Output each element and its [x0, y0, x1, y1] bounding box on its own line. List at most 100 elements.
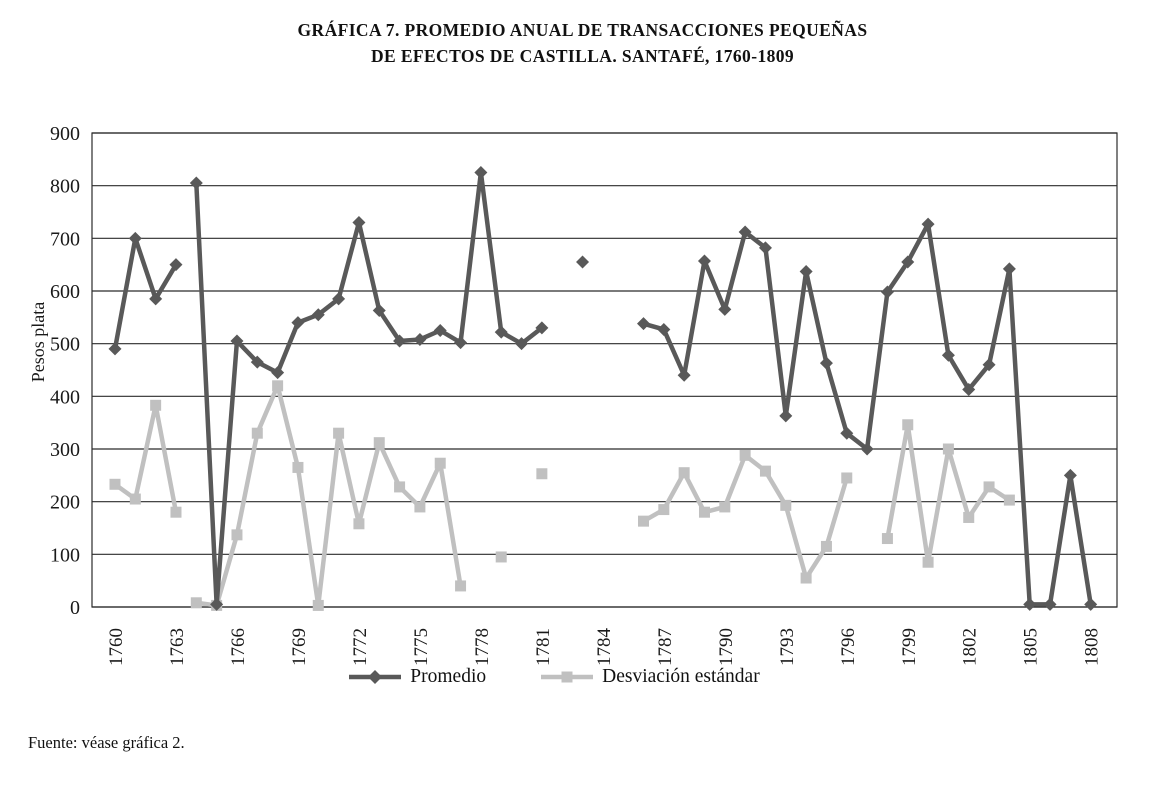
chart-title: GRÁFICA 7. PROMEDIO ANUAL DE TRANSACCION… — [0, 17, 1165, 69]
Promedio-marker — [372, 303, 386, 317]
y-tick-label: 700 — [50, 228, 80, 250]
Promedio-marker — [128, 231, 142, 245]
Desviación estándar-marker — [800, 572, 812, 584]
x-tick-label: 1778 — [472, 628, 493, 666]
chart-area: 0 100 200 300 400 500 600 700 800 900 1760 1763 1766… — [0, 110, 1165, 670]
Promedio-marker — [210, 597, 224, 611]
Desviación estándar-marker — [922, 556, 934, 568]
y-tick-label: 600 — [50, 281, 80, 303]
Promedio-marker — [637, 317, 651, 331]
x-tick-label: 1796 — [838, 628, 859, 666]
promedio-line-marker-icon — [349, 670, 402, 684]
x-tick-label: 1760 — [106, 628, 127, 666]
Promedio-marker — [149, 292, 163, 306]
Promedio-marker — [880, 285, 894, 299]
Promedio-marker — [352, 216, 366, 230]
Promedio-marker — [230, 334, 244, 348]
legend-item-promedio: Promedio — [349, 666, 486, 688]
Promedio-marker — [697, 254, 711, 268]
Promedio-marker — [271, 366, 285, 380]
Promedio-marker — [393, 334, 407, 348]
Desviación estándar-marker — [739, 449, 751, 461]
x-tick-label: 1787 — [655, 628, 676, 666]
Desviación estándar-marker — [109, 478, 121, 490]
Desviación estándar-marker — [902, 419, 914, 431]
x-tick-label: 1802 — [960, 628, 981, 666]
x-tick-label: 1799 — [899, 628, 920, 666]
y-tick-label: 0 — [70, 597, 80, 619]
Desviación estándar-marker — [678, 467, 690, 479]
y-tick-label: 100 — [50, 544, 80, 566]
Promedio-marker — [1084, 597, 1098, 611]
x-tick-label: 1766 — [228, 628, 249, 666]
Desviación estándar-marker — [719, 501, 731, 513]
Promedio-marker — [758, 241, 772, 255]
Desviación estándar-marker — [780, 499, 792, 511]
x-tick-label: 1781 — [533, 628, 554, 666]
Desviación estándar-marker — [129, 493, 141, 505]
legend-label-desviacion: Desviación estándar — [602, 666, 760, 687]
y-axis-title: Pesos plata — [28, 302, 48, 383]
y-tick-label: 800 — [50, 176, 80, 198]
Promedio-marker — [474, 166, 488, 179]
Promedio-marker — [677, 368, 691, 382]
Desviación estándar-marker — [170, 506, 182, 518]
Desviación estándar-marker — [536, 468, 548, 480]
Promedio-marker — [291, 316, 305, 330]
Desviación estándar-marker — [394, 481, 406, 493]
Desviación estándar-marker — [455, 580, 467, 592]
legend-label-promedio: Promedio — [410, 666, 487, 687]
x-tick-label: 1775 — [411, 628, 432, 666]
x-tick-label: 1772 — [350, 628, 371, 666]
Desviación estándar-marker — [820, 540, 832, 552]
Desviación estándar-marker — [942, 443, 954, 455]
Promedio-marker — [108, 342, 122, 356]
Desviación estándar-marker — [434, 457, 446, 469]
Promedio-marker — [169, 258, 183, 272]
Promedio-marker — [840, 426, 854, 440]
Desviación estándar-marker — [373, 437, 385, 449]
x-tick-label: 1808 — [1082, 628, 1103, 666]
Promedio-marker — [921, 217, 935, 231]
Desviación estándar-line — [112, 403, 179, 515]
Promedio-marker — [311, 308, 325, 322]
Promedio-marker — [962, 382, 976, 396]
Desviación estándar-marker — [983, 481, 995, 493]
x-tick-label: 1805 — [1021, 628, 1042, 666]
desviacion-line-marker-icon — [541, 671, 594, 683]
Promedio-marker — [494, 325, 508, 339]
Promedio-marker — [250, 355, 264, 369]
Desviación estándar-marker — [881, 533, 893, 545]
Promedio-marker — [576, 255, 590, 269]
Desviación estándar-marker — [963, 511, 975, 523]
Promedio-marker — [657, 322, 671, 336]
x-tick-label: 1769 — [289, 628, 310, 666]
Promedio-line — [641, 221, 1093, 607]
Promedio-marker — [1043, 597, 1057, 611]
y-tick-label: 200 — [50, 492, 80, 514]
Promedio-marker — [779, 409, 793, 423]
Desviación estándar-marker — [698, 506, 710, 518]
Desviación estándar-marker — [251, 427, 263, 439]
x-tick-label: 1763 — [167, 628, 188, 666]
chart-canvas: 0 100 200 300 400 500 600 700 800 900 1760 1763 1766… — [28, 123, 1118, 667]
Promedio-marker — [1023, 597, 1037, 611]
Desviación estándar-marker — [333, 427, 345, 439]
Promedio-marker — [1063, 468, 1077, 482]
y-tick-label: 500 — [50, 334, 80, 356]
Desviación estándar-line — [641, 453, 850, 581]
Desviación estándar-marker — [495, 551, 507, 563]
Desviación estándar-marker — [658, 504, 670, 516]
Promedio-marker — [941, 348, 955, 362]
legend: Promedio Desviación estándar — [0, 666, 1137, 688]
x-tick-label: 1790 — [716, 628, 737, 666]
Promedio-marker — [819, 356, 833, 370]
x-tick-label: 1784 — [594, 628, 615, 667]
Promedio-marker — [718, 302, 732, 316]
Promedio-marker — [433, 324, 447, 337]
Promedio-marker — [1002, 262, 1016, 276]
Promedio-marker — [332, 292, 346, 306]
Desviación estándar-marker — [231, 529, 243, 541]
Desviación estándar-marker — [190, 597, 202, 609]
Promedio-line — [112, 236, 179, 352]
